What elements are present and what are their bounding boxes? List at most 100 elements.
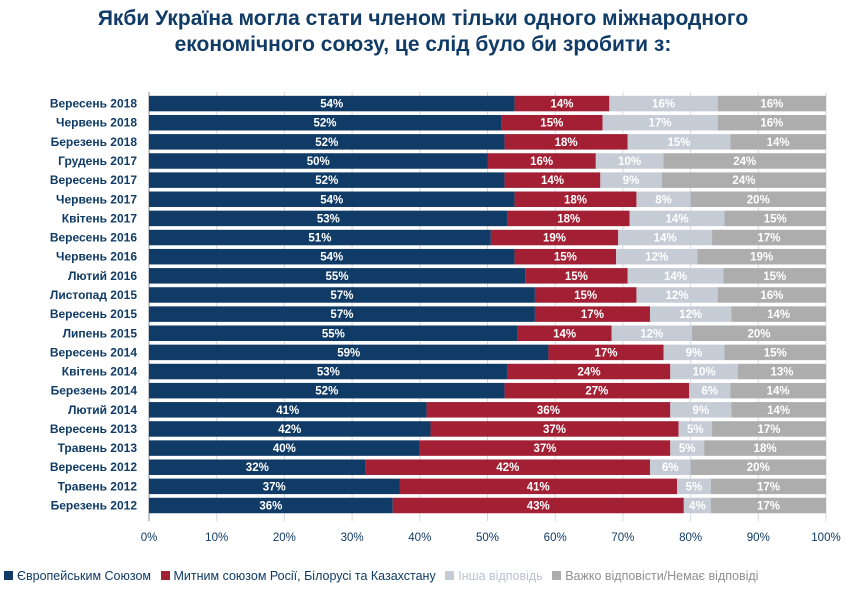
category-label: Листопад 2015 <box>50 288 137 302</box>
data-label: 42% <box>496 462 519 474</box>
bar-segment <box>712 421 826 437</box>
category-label: Травень 2012 <box>58 479 138 493</box>
bar-segment <box>661 172 826 188</box>
bar-segment <box>731 306 826 322</box>
bar-segment <box>517 325 612 341</box>
data-label: 12% <box>640 328 663 340</box>
bar-segment <box>636 287 718 303</box>
category-label: Вересень 2017 <box>50 173 138 187</box>
bar-segment <box>525 268 628 284</box>
bar-segment <box>616 248 698 265</box>
data-label: 53% <box>317 367 340 379</box>
data-label: 18% <box>564 194 587 206</box>
data-label: 55% <box>326 271 349 283</box>
x-tick-label: 50% <box>476 532 499 544</box>
bar-segment <box>507 210 630 227</box>
bar-segment <box>723 268 826 284</box>
bar-segment <box>149 191 515 208</box>
legend-item-dont-know: Важко відповісти/Немає відповіді <box>552 569 758 583</box>
legend-item-other: Інша відповідь <box>445 569 543 583</box>
data-label: 54% <box>320 252 343 264</box>
data-label: 37% <box>543 424 566 436</box>
data-label: 27% <box>585 386 608 398</box>
data-label: 16% <box>760 118 783 130</box>
data-label: 18% <box>754 443 777 455</box>
data-label: 14% <box>767 386 790 398</box>
data-label: 20% <box>747 194 770 206</box>
bar-segment <box>600 172 662 188</box>
bar-segment <box>392 497 684 514</box>
category-label: Квітень 2014 <box>62 365 138 379</box>
bar-segment <box>149 114 502 131</box>
legend-label-other: Інша відповідь <box>458 569 543 583</box>
x-tick-label: 70% <box>611 532 634 544</box>
x-tick-label: 10% <box>205 532 228 544</box>
data-label: 16% <box>530 156 553 168</box>
data-label: 17% <box>758 233 781 245</box>
bar-segment <box>514 95 610 112</box>
bar-segment <box>149 421 431 437</box>
data-label: 17% <box>581 309 604 321</box>
bar-segment <box>149 95 515 112</box>
data-label: 55% <box>322 328 345 340</box>
bar-segment <box>710 497 826 514</box>
x-tick-label: 0% <box>141 532 158 544</box>
bar-segment <box>490 229 619 246</box>
bar-segment <box>504 172 601 188</box>
data-label: 14% <box>541 175 564 187</box>
bar-segment <box>149 229 491 246</box>
data-label: 57% <box>330 309 353 321</box>
bar-segment <box>149 306 535 322</box>
category-label: Березень 2012 <box>51 499 138 513</box>
category-label: Травень 2013 <box>58 441 138 455</box>
bar-segment <box>504 134 628 150</box>
data-label: 24% <box>578 367 601 379</box>
x-tick-label: 90% <box>747 532 770 544</box>
legend-label-eu: Європейським Союзом <box>17 569 152 583</box>
data-label: 14% <box>666 213 689 225</box>
category-label: Березень 2018 <box>51 135 138 149</box>
data-label: 20% <box>747 462 770 474</box>
category-label: Червень 2017 <box>56 192 137 206</box>
chart-title-line-1: Якби Україна могла стати членом тільки о… <box>97 7 749 30</box>
bar-segment <box>487 153 596 169</box>
x-tick-label: 80% <box>679 532 702 544</box>
bar-segment <box>149 363 508 380</box>
bar-segment <box>609 95 718 112</box>
bar-segment <box>149 344 549 361</box>
data-label: 15% <box>667 137 690 149</box>
bar-segment <box>534 306 650 322</box>
bar-segment <box>629 210 725 227</box>
data-label: 52% <box>315 175 338 187</box>
data-label: 15% <box>574 290 597 302</box>
bar-segment <box>717 95 826 112</box>
data-label: 9% <box>623 175 640 187</box>
legend-item-eu: Європейським Союзом <box>4 569 151 583</box>
category-label: Червень 2016 <box>56 250 137 264</box>
data-label: 52% <box>314 118 337 130</box>
data-label: 6% <box>662 462 679 474</box>
data-label: 54% <box>320 194 343 206</box>
data-label: 24% <box>732 175 755 187</box>
category-label: Квітень 2017 <box>62 211 138 225</box>
bar-segment <box>534 287 637 303</box>
bar-segment <box>724 210 826 227</box>
bar-segment <box>710 478 826 495</box>
data-label: 14% <box>767 405 790 417</box>
x-tick-label: 60% <box>544 532 567 544</box>
bar-segment <box>149 134 505 150</box>
category-label: Червень 2018 <box>56 116 137 130</box>
data-label: 5% <box>686 481 703 493</box>
data-label: 32% <box>246 462 269 474</box>
data-label: 18% <box>555 137 578 149</box>
bar-segment <box>670 363 738 380</box>
data-label: 14% <box>664 271 687 283</box>
category-label: Вересень 2012 <box>50 460 138 474</box>
bar-segment <box>149 325 518 341</box>
data-label: 15% <box>764 347 787 359</box>
data-label: 20% <box>747 328 770 340</box>
bar-segment <box>731 402 826 418</box>
data-label: 36% <box>259 501 282 513</box>
category-label: Вересень 2014 <box>50 345 138 359</box>
bar-segment <box>689 382 731 399</box>
